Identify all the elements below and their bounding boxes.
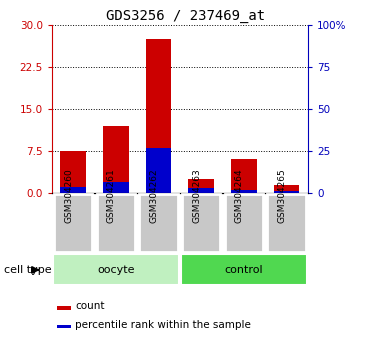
FancyBboxPatch shape (182, 194, 220, 252)
Text: oocyte: oocyte (97, 265, 135, 275)
Text: percentile rank within the sample: percentile rank within the sample (75, 320, 251, 330)
FancyBboxPatch shape (139, 194, 178, 252)
Text: GDS3256 / 237469_at: GDS3256 / 237469_at (106, 9, 265, 23)
Bar (146, 39, 171, 193)
Bar (188, 188, 214, 193)
Text: GSM304262: GSM304262 (150, 168, 159, 223)
Text: control: control (224, 265, 263, 275)
Bar (60, 151, 86, 193)
Text: GSM304263: GSM304263 (192, 168, 201, 223)
Text: GSM304261: GSM304261 (107, 168, 116, 223)
Bar (274, 191, 299, 193)
FancyBboxPatch shape (267, 194, 306, 252)
Bar (103, 182, 129, 193)
Bar (57, 306, 71, 310)
Text: GSM304265: GSM304265 (278, 168, 286, 223)
FancyBboxPatch shape (225, 194, 263, 252)
Text: GSM304260: GSM304260 (64, 168, 73, 223)
Bar (60, 187, 86, 193)
Bar (103, 126, 129, 193)
Bar (57, 325, 71, 328)
FancyBboxPatch shape (53, 255, 179, 285)
Bar (231, 190, 257, 193)
Bar (188, 179, 214, 193)
Bar (146, 148, 171, 193)
Text: count: count (75, 301, 105, 312)
Text: GSM304264: GSM304264 (235, 168, 244, 223)
Bar (274, 184, 299, 193)
Bar (231, 159, 257, 193)
FancyBboxPatch shape (181, 255, 307, 285)
FancyBboxPatch shape (54, 194, 92, 252)
Text: cell type: cell type (4, 265, 51, 275)
FancyBboxPatch shape (97, 194, 135, 252)
